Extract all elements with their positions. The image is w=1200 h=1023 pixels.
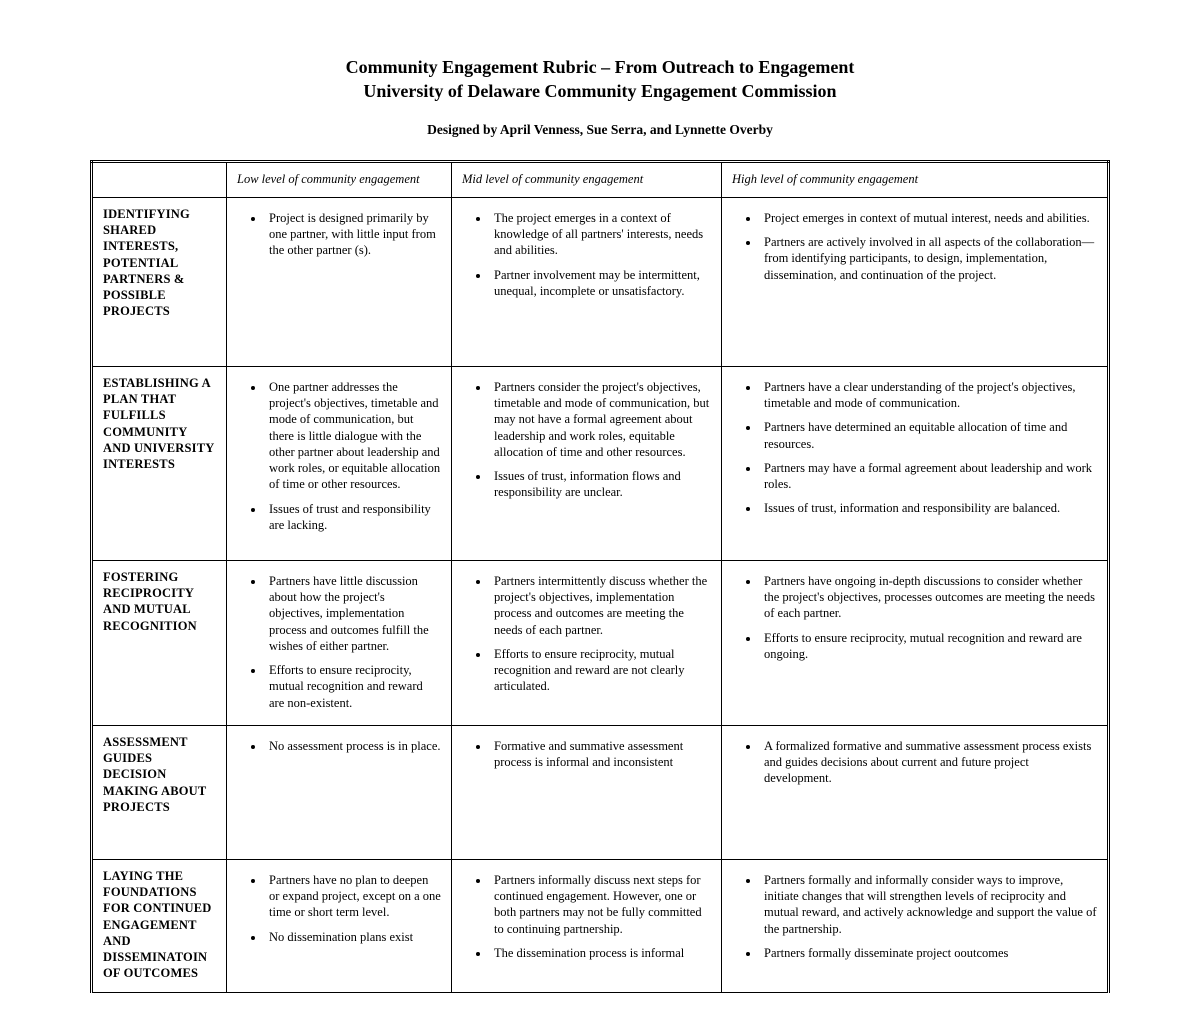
rubric-table: Low level of community engagement Mid le… (90, 160, 1110, 993)
table-row: FOSTERING RECIPROCITY AND MUTUAL RECOGNI… (92, 560, 1109, 725)
bullet-item: Project emerges in context of mutual int… (760, 210, 1097, 226)
bullet-list: Partners informally discuss next steps f… (462, 872, 711, 961)
bullet-item: Partners have ongoing in-depth discussio… (760, 573, 1097, 622)
bullet-list: One partner addresses the project's obje… (237, 379, 441, 533)
bullet-item: A formalized formative and summative ass… (760, 738, 1097, 787)
cell-low: One partner addresses the project's obje… (227, 366, 452, 560)
bullet-list: Project emerges in context of mutual int… (732, 210, 1097, 283)
column-header-high: High level of community engagement (722, 161, 1109, 197)
cell-mid: Partners intermittently discuss whether … (452, 560, 722, 725)
column-header-mid: Mid level of community engagement (452, 161, 722, 197)
bullet-list: Partners have no plan to deepen or expan… (237, 872, 441, 945)
bullet-list: Partners have ongoing in-depth discussio… (732, 573, 1097, 662)
cell-mid: The project emerges in a context of know… (452, 197, 722, 366)
bullet-item: No dissemination plans exist (265, 929, 441, 945)
table-row: LAYING THE FOUNDATIONS FOR CONTINUED ENG… (92, 859, 1109, 992)
cell-low: Project is designed primarily by one par… (227, 197, 452, 366)
bullet-list: Partners have little discussion about ho… (237, 573, 441, 711)
title-block: Community Engagement Rubric – From Outre… (90, 55, 1110, 104)
bullet-item: Efforts to ensure reciprocity, mutual re… (760, 630, 1097, 663)
bullet-item: The dissemination process is informal (490, 945, 711, 961)
bullet-item: Partners have a clear understanding of t… (760, 379, 1097, 412)
cell-mid: Formative and summative assessment proce… (452, 725, 722, 859)
bullet-item: Issues of trust and responsibility are l… (265, 501, 441, 534)
bullet-list: Partners have a clear understanding of t… (732, 379, 1097, 517)
bullet-item: No assessment process is in place. (265, 738, 441, 754)
bullet-item: Formative and summative assessment proce… (490, 738, 711, 771)
bullet-item: One partner addresses the project's obje… (265, 379, 441, 493)
bullet-item: The project emerges in a context of know… (490, 210, 711, 259)
bullet-item: Project is designed primarily by one par… (265, 210, 441, 259)
bullet-list: Project is designed primarily by one par… (237, 210, 441, 259)
cell-mid: Partners consider the project's objectiv… (452, 366, 722, 560)
bullet-list: Formative and summative assessment proce… (462, 738, 711, 771)
cell-high: A formalized formative and summative ass… (722, 725, 1109, 859)
row-label: IDENTIFYING SHARED INTERESTS, POTENTIAL … (92, 197, 227, 366)
bullet-item: Partners have determined an equitable al… (760, 419, 1097, 452)
title-line-2: University of Delaware Community Engagem… (90, 79, 1110, 103)
cell-high: Project emerges in context of mutual int… (722, 197, 1109, 366)
header-row: Low level of community engagement Mid le… (92, 161, 1109, 197)
cell-mid: Partners informally discuss next steps f… (452, 859, 722, 992)
row-label: FOSTERING RECIPROCITY AND MUTUAL RECOGNI… (92, 560, 227, 725)
bullet-item: Partners formally and informally conside… (760, 872, 1097, 937)
cell-high: Partners formally and informally conside… (722, 859, 1109, 992)
bullet-item: Partners informally discuss next steps f… (490, 872, 711, 937)
bullet-item: Partners consider the project's objectiv… (490, 379, 711, 460)
bullet-item: Efforts to ensure reciprocity, mutual re… (490, 646, 711, 695)
document-page: Community Engagement Rubric – From Outre… (0, 0, 1200, 1023)
cell-high: Partners have ongoing in-depth discussio… (722, 560, 1109, 725)
bullet-list: The project emerges in a context of know… (462, 210, 711, 299)
bullet-list: A formalized formative and summative ass… (732, 738, 1097, 787)
bullet-item: Partners have no plan to deepen or expan… (265, 872, 441, 921)
table-row: IDENTIFYING SHARED INTERESTS, POTENTIAL … (92, 197, 1109, 366)
bullet-item: Partners are actively involved in all as… (760, 234, 1097, 283)
bullet-item: Partners have little discussion about ho… (265, 573, 441, 654)
bullet-list: Partners consider the project's objectiv… (462, 379, 711, 501)
cell-low: No assessment process is in place. (227, 725, 452, 859)
row-label: LAYING THE FOUNDATIONS FOR CONTINUED ENG… (92, 859, 227, 992)
row-label: ASSESSMENT GUIDES DECISION MAKING ABOUT … (92, 725, 227, 859)
row-label: ESTABLISHING A PLAN THAT FULFILLS COMMUN… (92, 366, 227, 560)
bullet-list: Partners formally and informally conside… (732, 872, 1097, 961)
bullet-item: Partners intermittently discuss whether … (490, 573, 711, 638)
bullet-item: Issues of trust, information flows and r… (490, 468, 711, 501)
bullet-item: Partners may have a formal agreement abo… (760, 460, 1097, 493)
bullet-item: Efforts to ensure reciprocity, mutual re… (265, 662, 441, 711)
cell-high: Partners have a clear understanding of t… (722, 366, 1109, 560)
column-header-low: Low level of community engagement (227, 161, 452, 197)
bullet-item: Partners formally disseminate project oo… (760, 945, 1097, 961)
bullet-list: Partners intermittently discuss whether … (462, 573, 711, 695)
title-line-1: Community Engagement Rubric – From Outre… (90, 55, 1110, 79)
byline: Designed by April Venness, Sue Serra, an… (90, 122, 1110, 138)
cell-low: Partners have no plan to deepen or expan… (227, 859, 452, 992)
bullet-item: Issues of trust, information and respons… (760, 500, 1097, 516)
table-row: ASSESSMENT GUIDES DECISION MAKING ABOUT … (92, 725, 1109, 859)
header-blank (92, 161, 227, 197)
bullet-item: Partner involvement may be intermittent,… (490, 267, 711, 300)
cell-low: Partners have little discussion about ho… (227, 560, 452, 725)
bullet-list: No assessment process is in place. (237, 738, 441, 754)
table-row: ESTABLISHING A PLAN THAT FULFILLS COMMUN… (92, 366, 1109, 560)
